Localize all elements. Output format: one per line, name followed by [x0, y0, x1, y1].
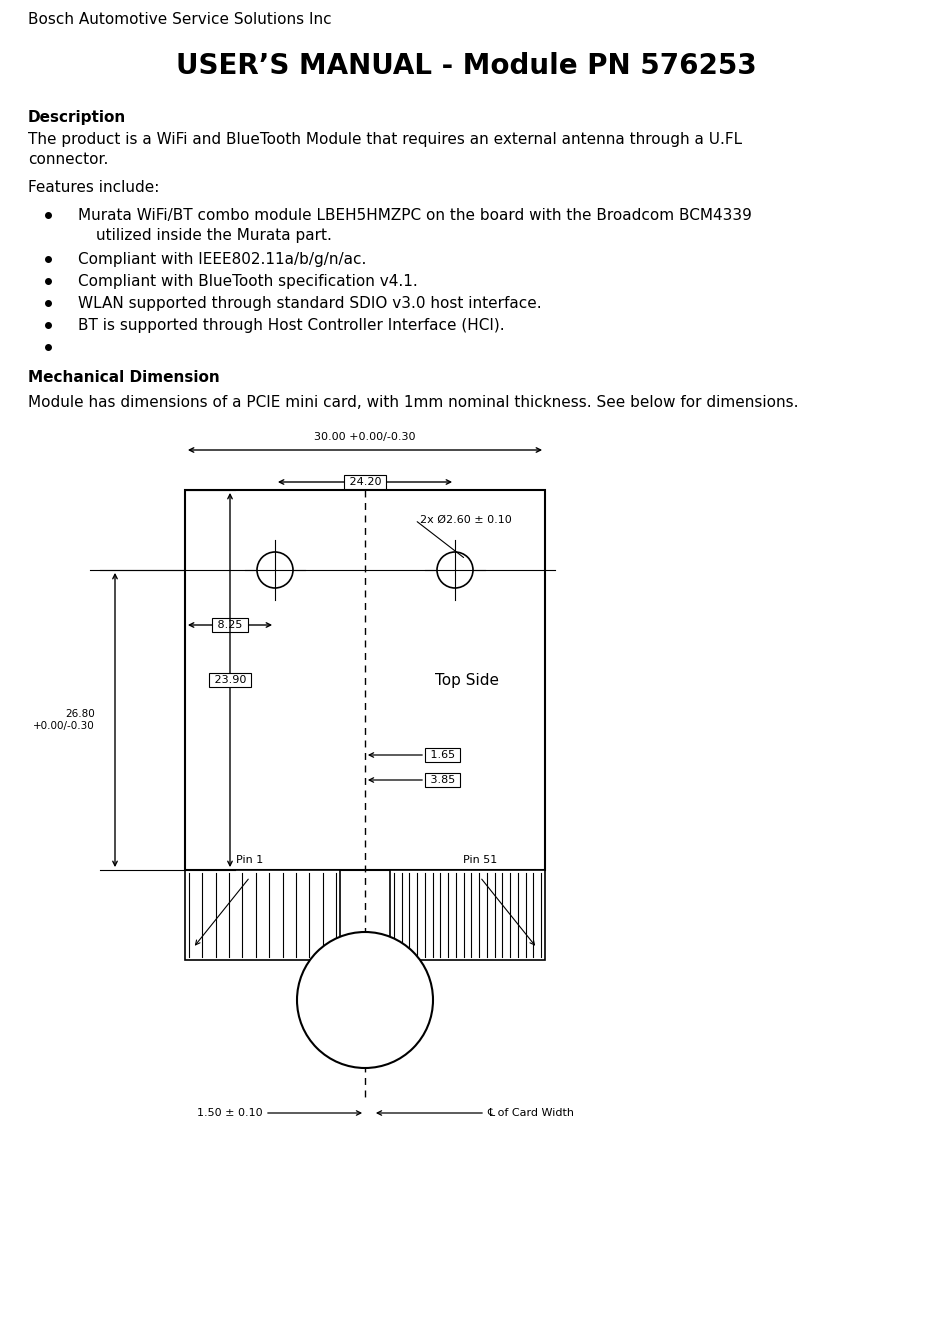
Text: Mechanical Dimension: Mechanical Dimension [28, 370, 220, 385]
Circle shape [437, 552, 473, 587]
Text: Description: Description [28, 110, 126, 125]
Circle shape [257, 552, 293, 587]
Text: utilized inside the Murata part.: utilized inside the Murata part. [96, 228, 332, 243]
Text: 26.80
+0.00/-0.30: 26.80 +0.00/-0.30 [34, 709, 95, 731]
Text: Murata WiFi/BT combo module LBEH5HMZPC on the board with the Broadcom BCM4339: Murata WiFi/BT combo module LBEH5HMZPC o… [78, 208, 752, 223]
Text: WLAN supported through standard SDIO v3.0 host interface.: WLAN supported through standard SDIO v3.… [78, 296, 542, 311]
Text: Module has dimensions of a PCIE mini card, with 1mm nominal thickness. See below: Module has dimensions of a PCIE mini car… [28, 396, 799, 410]
Text: 23.90: 23.90 [211, 675, 249, 685]
Text: 1.65: 1.65 [427, 750, 459, 760]
Text: Pin 1: Pin 1 [236, 856, 264, 865]
Text: Top Side: Top Side [435, 672, 499, 688]
Text: connector.: connector. [28, 152, 108, 168]
Text: 2x Ø2.60 ± 0.10: 2x Ø2.60 ± 0.10 [420, 515, 511, 524]
Text: 30.00 +0.00/-0.30: 30.00 +0.00/-0.30 [314, 432, 416, 443]
Circle shape [297, 932, 433, 1067]
Text: The product is a WiFi and BlueTooth Module that requires an external antenna thr: The product is a WiFi and BlueTooth Modu… [28, 131, 742, 148]
Text: Bosch Automotive Service Solutions Inc: Bosch Automotive Service Solutions Inc [28, 12, 331, 27]
Text: Compliant with IEEE802.11a/b/g/n/ac.: Compliant with IEEE802.11a/b/g/n/ac. [78, 252, 367, 267]
Text: 8.25: 8.25 [214, 620, 246, 630]
Bar [390, 870, 545, 960]
Bar [185, 489, 545, 870]
Text: ℄ of Card Width: ℄ of Card Width [487, 1108, 574, 1118]
Text: 3.85: 3.85 [427, 775, 459, 784]
Text: Features include:: Features include: [28, 180, 160, 194]
Text: USER’S MANUAL - Module PN 576253: USER’S MANUAL - Module PN 576253 [176, 52, 757, 80]
Text: 1.50 ± 0.10: 1.50 ± 0.10 [198, 1108, 263, 1118]
Text: 24.20: 24.20 [345, 477, 384, 487]
Text: BT is supported through Host Controller Interface (HCI).: BT is supported through Host Controller … [78, 318, 505, 333]
Bar [185, 870, 340, 960]
Text: Pin 51: Pin 51 [463, 856, 497, 865]
Text: Compliant with BlueTooth specification v4.1.: Compliant with BlueTooth specification v… [78, 274, 418, 290]
